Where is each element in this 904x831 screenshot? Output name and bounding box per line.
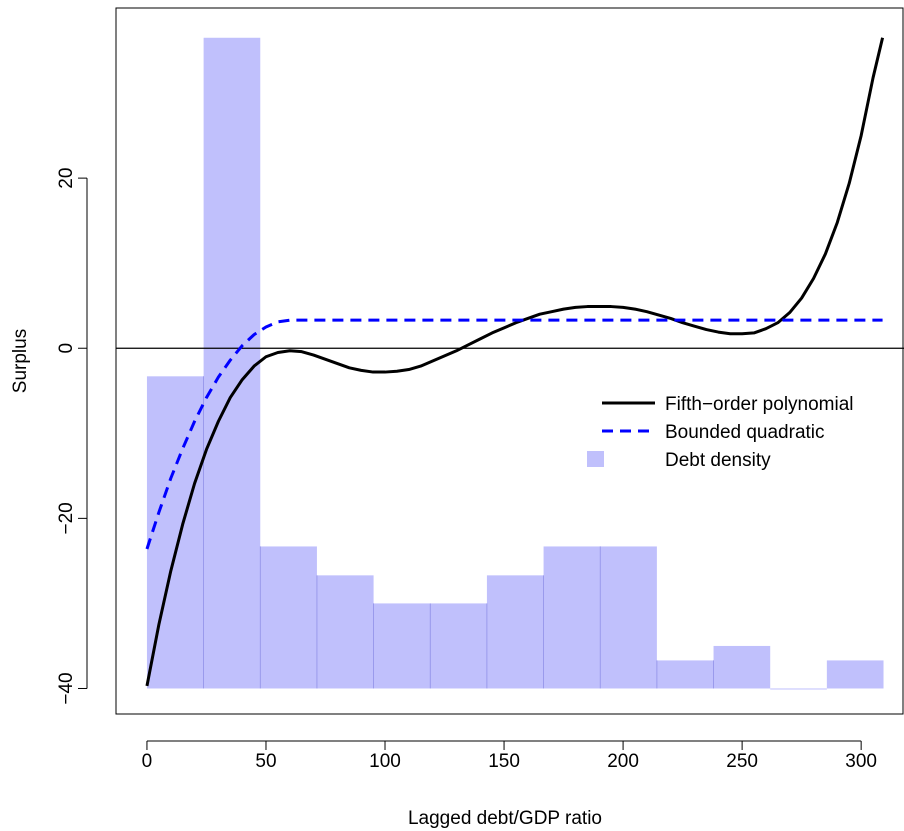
histogram-bar [203,37,261,689]
histogram-bar [770,688,827,690]
bounded-quadratic-line [145,318,883,550]
histogram-bar [656,660,714,689]
y-axis: −40 −20 0 20 [56,168,88,705]
histogram-bar [316,575,374,689]
legend-label: Debt density [665,450,771,471]
histogram-bar [713,645,771,689]
x-tick-label: 200 [607,751,639,772]
legend-label: Fifth−order polynomial [665,394,854,415]
histogram-bars [146,37,884,690]
x-tick-label: 250 [726,751,758,772]
x-tick-label: 150 [488,751,520,772]
x-tick-label: 50 [255,751,276,772]
histogram-bar [543,546,601,689]
y-axis-title: Surplus [10,329,31,393]
plot-frame [115,7,904,715]
fifth-order-polynomial-line [145,37,885,687]
histogram-bar [373,603,431,689]
histogram-bar [260,546,317,689]
histogram-bar [486,575,544,689]
y-tick-label: −40 [56,672,77,704]
y-tick-label: 20 [56,168,77,189]
x-tick-label: 0 [142,751,153,772]
series-lines [145,37,885,687]
y-tick-label: −20 [56,502,77,534]
x-axis-title: Lagged debt/GDP ratio [408,808,602,829]
legend-label: Bounded quadratic [665,422,825,443]
histogram-bar [826,660,884,689]
histogram-bar [600,546,657,689]
y-tick-label: 0 [56,343,77,354]
x-tick-label: 100 [369,751,401,772]
legend-box-swatch [587,451,604,467]
legend: Fifth−order polynomial Bounded quadratic D… [587,394,854,471]
x-tick-label: 300 [845,751,877,772]
x-axis: 0 50 100 150 200 250 300 [142,740,877,772]
histogram-bar [430,603,487,689]
